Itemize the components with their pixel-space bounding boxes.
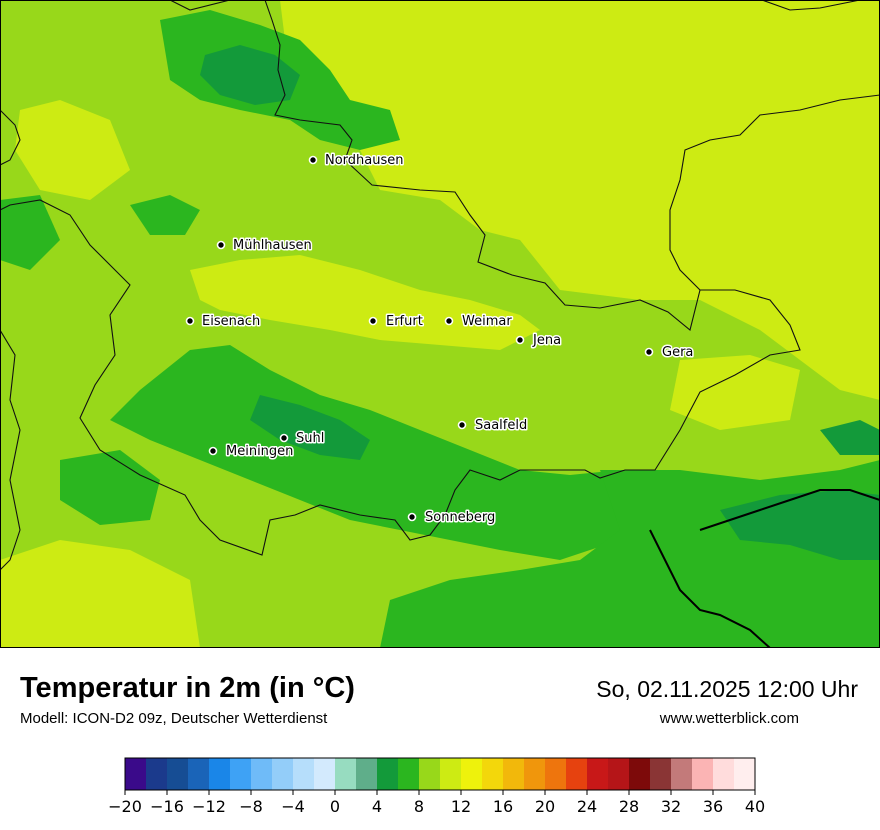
cold-pocket-forest-ridge [250, 395, 370, 460]
legend-swatch [524, 758, 546, 790]
legend-swatch [335, 758, 357, 790]
legend-swatch [440, 758, 462, 790]
warm-area-southwest [0, 540, 200, 648]
legend-swatch [293, 758, 315, 790]
legend-swatch [356, 758, 378, 790]
legend-swatch [272, 758, 294, 790]
legend-tick-label: 16 [493, 797, 513, 816]
cool-area-south-west [60, 450, 160, 525]
cold-pocket-brocken [200, 45, 300, 105]
city-jena: Jena [515, 332, 563, 350]
legend-tick-label: −16 [150, 797, 184, 816]
svg-text:Gera: Gera [662, 345, 693, 360]
legend-swatch [188, 758, 210, 790]
legend-swatch [650, 758, 672, 790]
svg-text:Meiningen: Meiningen [226, 444, 293, 459]
legend-swatch [503, 758, 525, 790]
legend-tick-label: 8 [414, 797, 424, 816]
legend-swatch [671, 758, 693, 790]
warm-area-east [670, 355, 800, 430]
legend-swatch [146, 758, 168, 790]
legend-tick-label: 24 [577, 797, 597, 816]
legend-swatches [124, 757, 756, 791]
legend-tick-label: 4 [372, 797, 382, 816]
city-meiningen: Meiningen [208, 443, 295, 461]
legend-swatch [209, 758, 231, 790]
national-border [649, 489, 880, 648]
legend-swatch [461, 758, 483, 790]
svg-text:Nordhausen: Nordhausen [325, 153, 404, 168]
svg-text:Saalfeld: Saalfeld [475, 418, 527, 433]
map-title: Temperatur in 2m (in °C) [20, 672, 355, 704]
legend-ticks: −20 −16 −12 −8 −4 0 4 8 12 16 20 24 28 32 36 40 [108, 790, 765, 816]
legend-swatch [587, 758, 609, 790]
temperature-map: Nordhausen Mühlhausen Eisenach Erfurt We… [0, 0, 880, 648]
legend-swatch [251, 758, 273, 790]
legend-swatch [545, 758, 567, 790]
city-markers: Nordhausen Mühlhausen Eisenach Erfurt We… [185, 152, 695, 527]
forecast-datetime: So, 02.11.2025 12:00 Uhr [596, 676, 858, 702]
legend-swatch [377, 758, 399, 790]
website-link[interactable]: www.wetterblick.com [659, 710, 799, 727]
svg-text:Mühlhausen: Mühlhausen [233, 238, 312, 253]
legend-swatch [125, 758, 147, 790]
city-weimar: Weimar [444, 313, 514, 331]
model-source: Modell: ICON-D2 09z, Deutscher Wetterdie… [20, 710, 328, 727]
city-nordhausen: Nordhausen [308, 152, 405, 170]
legend-tick-label: 12 [451, 797, 471, 816]
legend-swatch [608, 758, 630, 790]
legend-swatch [230, 758, 252, 790]
legend-tick-label: −12 [192, 797, 226, 816]
legend-tick-label: 32 [661, 797, 681, 816]
legend-swatch [566, 758, 588, 790]
legend-frame [124, 757, 756, 791]
legend-tick-label: 36 [703, 797, 723, 816]
city-gera: Gera [644, 344, 695, 362]
city-muehlhausen: Mühlhausen [216, 237, 313, 255]
legend-tick-label: 28 [619, 797, 639, 816]
legend-tick-label: 0 [330, 797, 340, 816]
warm-area-central [190, 255, 540, 350]
legend-tick-label: −8 [239, 797, 263, 816]
city-erfurt: Erfurt [368, 313, 424, 331]
legend-tick-label: 40 [745, 797, 765, 816]
cold-pocket-east-edge [820, 420, 880, 455]
legend-tick-label: 20 [535, 797, 555, 816]
warm-area-northeast [280, 0, 880, 400]
svg-text:Suhl: Suhl [296, 431, 324, 446]
legend-swatch [167, 758, 189, 790]
svg-text:Jena: Jena [532, 333, 561, 348]
legend-tick-label: −4 [281, 797, 305, 816]
legend-swatch [713, 758, 735, 790]
state-borders [0, 0, 880, 571]
legend-tick-label: −20 [108, 797, 142, 816]
city-saalfeld: Saalfeld [457, 417, 529, 435]
legend-swatch [734, 758, 756, 790]
svg-text:Sonneberg: Sonneberg [425, 510, 495, 525]
svg-text:Erfurt: Erfurt [386, 314, 423, 329]
svg-text:Eisenach: Eisenach [202, 314, 260, 329]
legend-swatch [419, 758, 441, 790]
legend-swatch [482, 758, 504, 790]
city-eisenach: Eisenach [185, 313, 262, 331]
city-sonneberg: Sonneberg [407, 509, 497, 527]
cool-area-hainich [130, 195, 200, 235]
color-legend: −20 −16 −12 −8 −4 0 4 8 12 16 20 24 28 32 36 40 [108, 757, 765, 816]
cool-area-thuringian-forest [110, 345, 640, 560]
city-suhl: Suhl [279, 430, 326, 448]
cool-area-west-edge [0, 195, 60, 270]
cold-pocket-southeast [720, 490, 880, 560]
legend-swatch [398, 758, 420, 790]
legend-swatch [629, 758, 651, 790]
svg-text:Weimar: Weimar [462, 314, 512, 329]
legend-swatch [692, 758, 714, 790]
warm-area-west [15, 100, 130, 200]
legend-swatch [314, 758, 336, 790]
